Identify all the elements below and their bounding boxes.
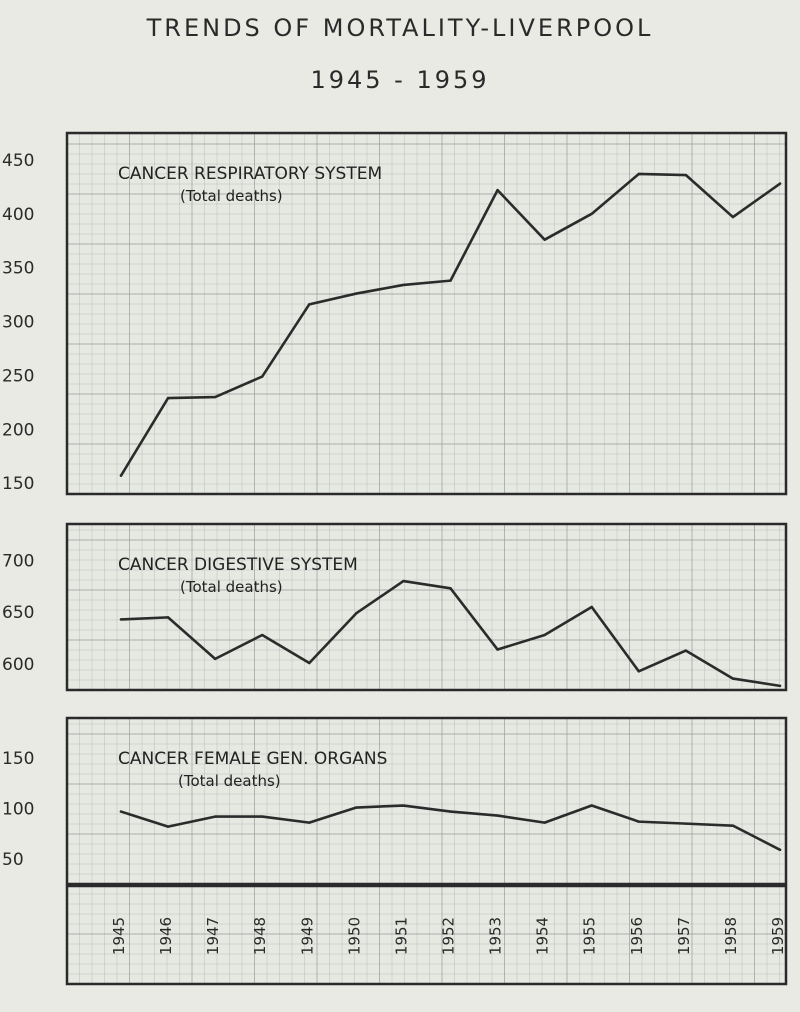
data-point <box>543 821 546 824</box>
panel-title: CANCER DIGESTIVE SYSTEM <box>118 555 358 575</box>
ytick-label: 700 <box>2 551 34 571</box>
data-point <box>166 616 170 619</box>
data-point <box>684 173 688 177</box>
ytick-label: 650 <box>2 603 34 623</box>
ytick-label: 100 <box>2 800 34 820</box>
xtick-label: 1959 <box>769 917 787 955</box>
panel-2: 600 650 700 CANCER DIGESTIVE SYSTEM (Total d… <box>2 522 788 692</box>
data-point <box>261 815 264 818</box>
xtick-label: 1949 <box>298 917 316 955</box>
data-point <box>261 633 264 637</box>
data-point <box>590 212 593 216</box>
data-point <box>778 684 782 688</box>
data-point <box>402 804 405 807</box>
panel-subtitle: (Total deaths) <box>178 772 281 790</box>
chart-period: 1945 - 1959 <box>310 66 490 94</box>
ytick-label: 200 <box>2 420 34 440</box>
xtick-label: 1946 <box>157 917 175 955</box>
data-point <box>166 396 170 400</box>
xtick-label: 1951 <box>392 917 410 955</box>
data-point <box>308 661 311 665</box>
xtick-label: 1952 <box>440 917 458 955</box>
data-point <box>637 670 640 673</box>
ytick-label: 400 <box>2 205 34 225</box>
ytick-label: 350 <box>2 259 34 279</box>
x-axis-strip: 1945 1946 1947 1948 1949 1950 1951 1952 1953 1954… <box>65 884 788 986</box>
data-point <box>590 804 593 807</box>
panel-subtitle: (Total deaths) <box>180 187 283 205</box>
xtick-label: 1947 <box>204 917 222 955</box>
ytick-label: 150 <box>2 474 34 494</box>
data-point <box>261 375 264 378</box>
data-point <box>308 303 311 306</box>
ytick-label: 250 <box>2 366 34 386</box>
data-point <box>731 824 735 827</box>
panel-title: CANCER RESPIRATORY SYSTEM <box>118 164 382 184</box>
data-point <box>496 648 499 651</box>
xtick-label: 1958 <box>722 917 740 955</box>
data-point <box>449 279 452 282</box>
data-point <box>543 238 546 241</box>
ytick-label: 150 <box>2 749 34 769</box>
data-point <box>778 182 782 185</box>
data-point <box>637 172 640 176</box>
xtick-label: 1950 <box>345 917 363 955</box>
data-point <box>684 649 688 652</box>
data-point <box>119 810 123 813</box>
data-point <box>355 612 358 615</box>
data-point <box>355 292 358 295</box>
xtick-label: 1948 <box>251 917 269 955</box>
ytick-label: 600 <box>2 655 34 675</box>
data-point <box>402 283 405 287</box>
data-point <box>213 657 217 661</box>
data-point <box>213 395 217 399</box>
data-point <box>496 188 499 192</box>
data-point <box>590 605 593 609</box>
chart-title: TRENDS OF MORTALITY-LIVERPOOL <box>146 14 654 42</box>
panel-title: CANCER FEMALE GEN. ORGANS <box>118 749 387 769</box>
data-point <box>119 618 123 621</box>
data-point <box>731 677 735 680</box>
data-point <box>637 820 640 823</box>
data-point <box>543 633 546 637</box>
data-point <box>213 815 217 818</box>
ytick-label: 450 <box>2 151 34 171</box>
data-point <box>449 587 452 590</box>
panel-3: 50 100 150 CANCER FEMALE GEN. ORGANS (Total … <box>2 716 788 886</box>
data-point <box>166 825 170 828</box>
xtick-label: 1954 <box>534 917 552 955</box>
ytick-label: 300 <box>2 313 34 333</box>
xtick-label: 1955 <box>581 917 599 955</box>
data-point <box>778 848 782 851</box>
data-point <box>496 814 499 817</box>
data-point <box>355 806 358 809</box>
data-point <box>731 215 735 219</box>
xtick-label: 1956 <box>628 917 646 955</box>
panel-subtitle: (Total deaths) <box>180 578 283 596</box>
data-point <box>684 822 688 825</box>
data-point <box>449 810 452 813</box>
panel-1: 150 200 250 300 350 400 450 CANCER RESPIRATORY … <box>2 131 788 496</box>
xtick-label: 1953 <box>487 917 505 955</box>
ytick-label: 50 <box>2 850 24 870</box>
data-point <box>402 579 405 583</box>
data-point <box>119 474 123 477</box>
xtick-label: 1957 <box>675 917 693 955</box>
xtick-label: 1945 <box>110 917 128 955</box>
data-point <box>308 821 311 824</box>
